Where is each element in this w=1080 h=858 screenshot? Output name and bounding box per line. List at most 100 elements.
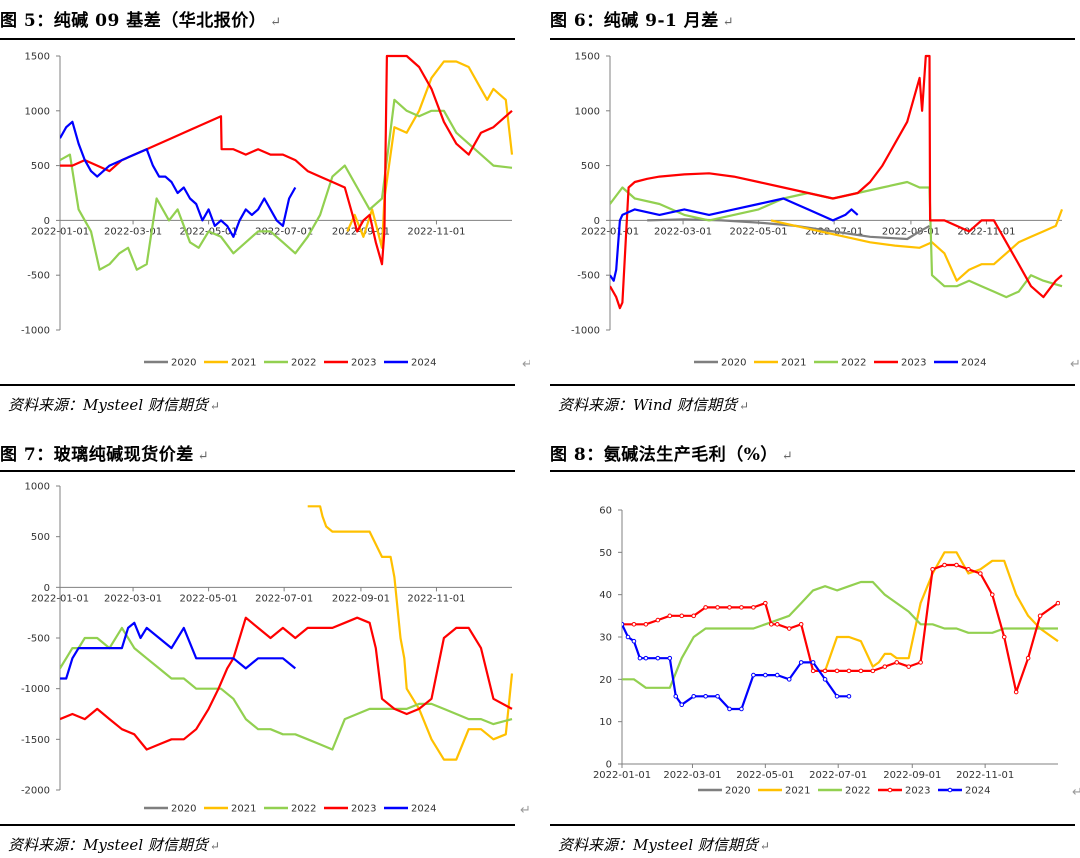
data-point-2023 (846, 668, 852, 674)
y-tick-label: 1500 (25, 52, 50, 63)
data-point-2024 (751, 672, 756, 678)
legend-label-2022: 2022 (291, 804, 316, 815)
data-point-2024 (763, 672, 768, 678)
data-point-2023 (703, 605, 708, 610)
legend-marker-2023 (887, 787, 893, 793)
return-mark: ↵ (197, 449, 210, 464)
y-tick-label: 0 (44, 216, 50, 227)
data-point-2023 (751, 605, 756, 610)
legend-label-2024: 2024 (411, 804, 436, 815)
x-tick-label: 2022-11-01 (407, 593, 465, 604)
data-point-2023 (810, 668, 816, 674)
y-tick-label: 60 (599, 506, 612, 517)
series-line-2024 (60, 621, 296, 680)
x-tick-label: 2022-01-01 (31, 226, 89, 237)
data-point-2024 (637, 655, 643, 661)
legend-label-2024: 2024 (411, 358, 436, 369)
data-point-2024 (625, 634, 631, 640)
top-rule (550, 470, 1075, 472)
data-point-2023 (1037, 613, 1043, 619)
legend-label-2023: 2023 (901, 358, 926, 369)
x-tick-label: 2022-09-01 (883, 770, 941, 781)
legend-label-2021: 2021 (781, 358, 806, 369)
legend-label-2023: 2023 (351, 358, 376, 369)
y-tick-label: 50 (599, 548, 612, 559)
corner-return-mark: ↵ (520, 803, 530, 818)
y-tick-label: 0 (594, 216, 600, 227)
plot-area (60, 505, 514, 761)
chart-fig7: 1000 500 0 -500 -1000 -1500 -2000 2022-01-01 202… (21, 482, 530, 819)
legend-label-2021: 2021 (231, 804, 256, 815)
series-line-2022 (610, 180, 1063, 299)
data-point-2023 (942, 562, 947, 568)
chart-title: 图 8：氨碱法生产毛利（%） ↵ (550, 440, 793, 465)
data-point-2023 (1055, 600, 1060, 606)
chart-source-text: 资料来源：Mysteel 财信期货 (8, 396, 208, 414)
y-tick-label: 30 (599, 633, 612, 644)
x-tick-label: 2022-09-01 (882, 226, 940, 237)
data-point-2023 (739, 605, 744, 610)
x-tick-label: 2022-09-01 (332, 593, 390, 604)
x-tick-label: 2022-03-01 (104, 226, 162, 237)
y-tick-label: -500 (27, 634, 50, 645)
top-rule (0, 38, 515, 40)
return-mark: ↵ (781, 449, 794, 464)
legend-label-2021: 2021 (231, 358, 256, 369)
y-tick-label: 40 (599, 590, 612, 601)
return-mark: ↵ (759, 839, 770, 853)
data-point-2023 (834, 668, 840, 674)
chart-source: 资料来源：Mysteel 财信期货 ↵ (8, 834, 220, 855)
y-tick-label: 1000 (25, 106, 50, 117)
y-tick-label: 10 (599, 717, 612, 728)
legend-label-2023: 2023 (351, 804, 376, 815)
corner-return-mark: ↵ (522, 357, 530, 372)
data-point-2023 (631, 622, 637, 627)
return-mark: ↵ (209, 839, 220, 853)
legend-label-2020: 2020 (171, 804, 196, 815)
plot-area (622, 551, 1060, 712)
y-tick-label: 500 (581, 161, 600, 172)
series-line-2024 (610, 197, 859, 282)
chart-title: 图 5：纯碱 09 基差（华北报价） ↵ (0, 6, 282, 31)
legend-label-2024: 2024 (965, 786, 990, 797)
chart-title-text: 图 6：纯碱 9-1 月差 (550, 11, 719, 31)
plot-area (60, 54, 514, 271)
data-point-2023 (918, 660, 923, 665)
legend-label-2024: 2024 (961, 358, 986, 369)
legend-label-2023: 2023 (905, 786, 930, 797)
series-line-2023 (60, 616, 513, 751)
x-tick-label: 2022-01-01 (593, 770, 651, 781)
corner-return-mark: ↵ (1072, 785, 1080, 800)
top-rule (550, 38, 1075, 40)
return-mark: ↵ (209, 399, 220, 413)
data-point-2023 (822, 668, 828, 674)
y-tick-label: 0 (44, 583, 50, 594)
return-mark: ↵ (738, 399, 750, 413)
data-point-2024 (622, 622, 625, 627)
x-tick-label: 2022-11-01 (956, 770, 1014, 781)
data-point-2024 (703, 693, 708, 699)
y-tick-label: 0 (606, 760, 612, 771)
data-point-2023 (643, 622, 649, 627)
data-point-2023 (715, 605, 720, 610)
series-line-2024 (60, 120, 297, 238)
data-point-2024 (715, 693, 720, 699)
chart-source-text: 资料来源：Mysteel 财信期货 (8, 836, 208, 854)
data-point-2024 (810, 660, 816, 665)
bottom-rule (0, 384, 515, 386)
data-point-2023 (906, 664, 911, 669)
x-tick-label: 2022-05-01 (736, 770, 794, 781)
legend-label-2021: 2021 (785, 786, 810, 797)
data-point-2024 (798, 660, 804, 665)
x-tick-label: 2022-11-01 (957, 226, 1015, 237)
chart-title-text: 图 5：纯碱 09 基差（华北报价） (0, 11, 267, 31)
x-tick-label: 2022-03-01 (654, 226, 712, 237)
corner-return-mark: ↵ (1070, 357, 1080, 372)
y-tick-label: 1000 (25, 482, 50, 493)
data-point-2024 (739, 706, 744, 712)
data-point-2023 (1025, 655, 1031, 661)
data-point-2024 (846, 693, 852, 699)
data-point-2023 (870, 668, 876, 674)
data-point-2023 (691, 613, 696, 619)
data-point-2023 (769, 622, 774, 627)
